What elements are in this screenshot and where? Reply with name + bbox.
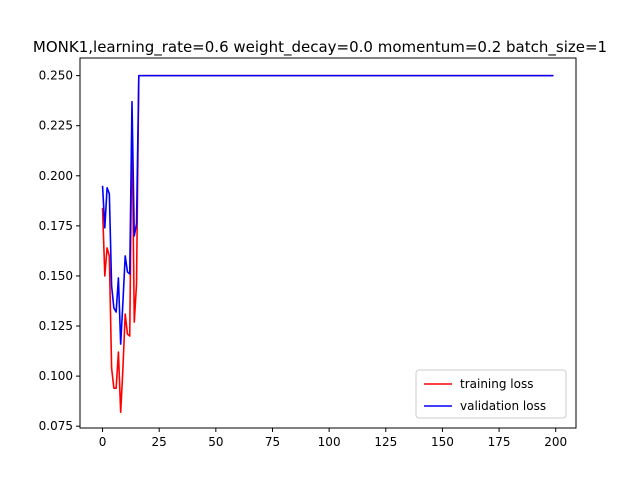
y-tick-label: 0.225 xyxy=(39,119,73,133)
y-tick-label: 0.200 xyxy=(39,169,73,183)
y-tick-label: 0.150 xyxy=(39,269,73,283)
y-tick-label: 0.075 xyxy=(39,419,73,433)
series-line-training-loss xyxy=(101,74,554,413)
series-layer xyxy=(101,74,554,413)
x-tick-label: 150 xyxy=(431,435,454,449)
x-tick-label: 125 xyxy=(374,435,397,449)
legend-box xyxy=(415,369,567,419)
chart-title: MONK1,learning_rate=0.6 weight_decay=0.0… xyxy=(33,38,607,57)
y-tick-label: 0.100 xyxy=(39,369,73,383)
x-tick-label: 175 xyxy=(488,435,511,449)
x-tick-label: 50 xyxy=(208,435,223,449)
x-tick-label: 25 xyxy=(152,435,167,449)
x-tick-label: 100 xyxy=(318,435,341,449)
y-tick-label: 0.175 xyxy=(39,219,73,233)
legend-label: validation loss xyxy=(460,399,546,413)
x-tick-label: 0 xyxy=(99,435,107,449)
series-line-validation-loss xyxy=(101,74,554,345)
x-tick-label: 75 xyxy=(265,435,280,449)
x-axis: 0 25 50 75 100 125 150 175 200 xyxy=(99,428,567,449)
axes-frame xyxy=(79,57,577,429)
y-tick-label: 0.250 xyxy=(39,69,73,83)
y-tick-label: 0.125 xyxy=(39,319,73,333)
y-axis: 0.075 0.100 0.125 0.150 0.175 0.200 0.225 0.250 xyxy=(39,69,80,433)
x-tick-label: 200 xyxy=(544,435,567,449)
legend: training loss validation loss xyxy=(415,369,567,419)
legend-label: training loss xyxy=(460,377,533,391)
